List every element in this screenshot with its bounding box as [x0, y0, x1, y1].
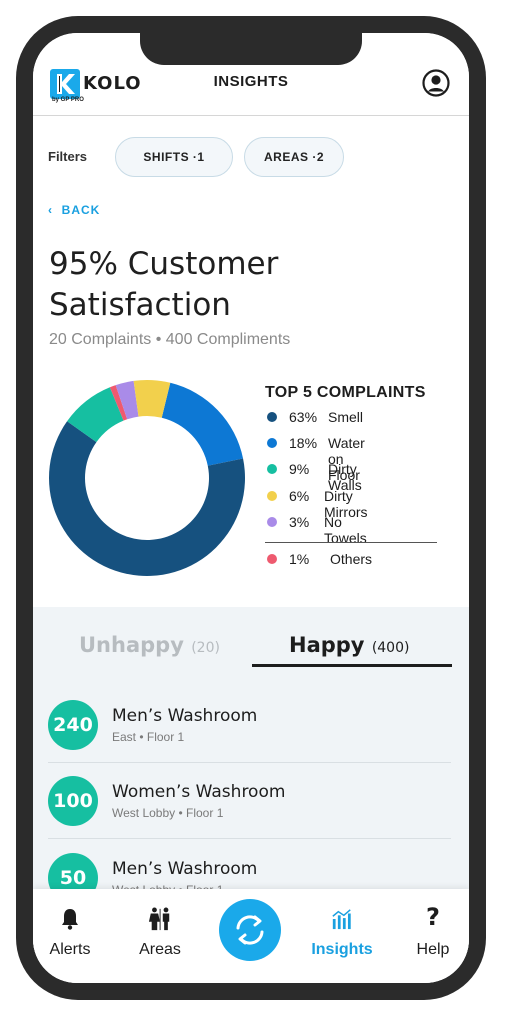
location-name: Men’s Washroom	[112, 859, 258, 879]
headline-line-2: Satisfaction	[49, 287, 231, 323]
legend-dot	[267, 491, 277, 501]
location-item[interactable]: 240 Men’s Washroom East • Floor 1	[33, 700, 469, 776]
sync-icon	[236, 915, 264, 945]
list-divider	[48, 838, 451, 839]
bar-chart-icon	[332, 909, 351, 930]
satisfaction-headline: 95% Customer Satisfaction	[49, 244, 429, 326]
count-badge: 100	[48, 776, 98, 826]
app-screen: KOLO by GP PRO INSIGHTS Filters SHIFTS ·…	[33, 33, 469, 983]
logo-subtext: by GP PRO	[52, 97, 84, 103]
legend-dot	[267, 554, 277, 564]
back-link[interactable]: ‹ BACK	[48, 203, 100, 217]
donut-slice-dirty-mirrors	[133, 380, 171, 418]
tab-label: Unhappy	[79, 633, 184, 657]
page-title: INSIGHTS	[213, 73, 289, 90]
kolo-k-icon	[50, 69, 80, 99]
headline-line-1: 95% Customer	[49, 246, 279, 282]
legend-dot	[267, 438, 277, 448]
location-detail: West Lobby • Floor 1	[112, 806, 224, 820]
account-circle-icon[interactable]	[422, 69, 450, 97]
donut-slice-no-towels	[115, 380, 139, 420]
legend-percent: 6%	[289, 488, 310, 504]
legend-percent: 63%	[289, 409, 318, 425]
chevron-left-icon: ‹	[48, 203, 53, 217]
location-detail: East • Floor 1	[112, 730, 185, 744]
tab-unhappy[interactable]: Unhappy (20)	[79, 633, 220, 657]
donut-slice-smell	[48, 421, 246, 576]
donut-slice-dirty-walls	[67, 387, 124, 443]
tab-count: (20)	[191, 640, 220, 656]
legend-divider	[265, 542, 437, 543]
donut-slice-water-on-floor	[161, 382, 244, 466]
tab-label: Insights	[311, 941, 373, 958]
sync-button[interactable]	[219, 899, 281, 961]
count-badge: 240	[48, 700, 98, 750]
location-name: Women’s Washroom	[112, 782, 286, 802]
legend-label: Dirty Mirrors	[324, 488, 368, 520]
legend-dot	[267, 412, 277, 422]
legend-label: Smell	[328, 409, 364, 425]
legend-label: Water on Floor	[328, 435, 365, 483]
legend-label: Dirty Walls	[328, 461, 362, 493]
list-divider	[48, 762, 451, 763]
tab-label: Areas	[139, 941, 181, 958]
kolo-logo: KOLO by GP PRO	[50, 69, 150, 105]
complaints-legend-title: TOP 5 COMPLAINTS	[265, 384, 426, 401]
legend-percent: 3%	[289, 514, 310, 530]
logo-text: KOLO	[83, 73, 142, 94]
feedback-counts: 20 Complaints • 400 Compliments	[49, 331, 291, 348]
phone-notch	[140, 33, 362, 65]
tab-label: Happy	[289, 633, 365, 657]
location-name: Men’s Washroom	[112, 706, 258, 726]
legend-percent: 18%	[289, 435, 318, 451]
active-tab-indicator	[252, 664, 452, 667]
restroom-icon	[148, 907, 170, 931]
legend-percent: 9%	[289, 461, 310, 477]
legend-percent: 1%	[289, 551, 310, 567]
tab-happy[interactable]: Happy (400)	[289, 633, 409, 657]
legend-dot	[267, 517, 277, 527]
back-label: BACK	[61, 203, 101, 217]
tab-label: Alerts	[49, 941, 91, 958]
areas-filter-chip[interactable]: AREAS ·2	[244, 137, 344, 177]
tab-label: Help	[416, 941, 450, 958]
bell-icon	[62, 909, 78, 930]
donut-slice-others	[109, 385, 128, 421]
legend-dot	[267, 464, 277, 474]
complaints-donut-chart	[48, 380, 246, 576]
location-item[interactable]: 100 Women’s Washroom West Lobby • Floor …	[33, 776, 469, 852]
filters-label: Filters	[48, 149, 88, 164]
shifts-filter-chip[interactable]: SHIFTS ·1	[115, 137, 233, 177]
legend-label: Others	[330, 551, 373, 567]
question-icon: ?	[426, 903, 440, 931]
tab-count: (400)	[371, 640, 410, 656]
